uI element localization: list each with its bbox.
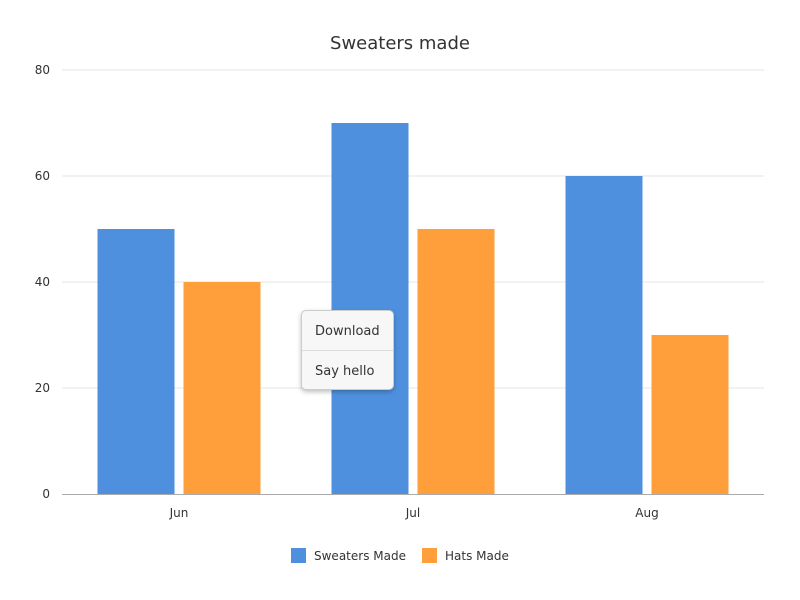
- bar-hats-made-jun[interactable]: [183, 282, 261, 494]
- y-tick-label: 0: [42, 487, 50, 501]
- bar-sweaters-made-jun[interactable]: [97, 229, 175, 494]
- legend-label[interactable]: Sweaters Made: [314, 549, 406, 563]
- x-tick-label: Jul: [405, 506, 420, 520]
- legend-label[interactable]: Hats Made: [445, 549, 509, 563]
- bar-hats-made-jul[interactable]: [417, 229, 495, 494]
- x-tick-label: Jun: [169, 506, 189, 520]
- legend-swatch[interactable]: [291, 548, 306, 563]
- x-tick-label: Aug: [635, 506, 658, 520]
- y-tick-label: 60: [35, 169, 50, 183]
- y-tick-label: 80: [35, 63, 50, 77]
- say-hello-menu-item[interactable]: Say hello: [302, 350, 393, 389]
- bar-hats-made-aug[interactable]: [651, 335, 729, 494]
- y-tick-label: 40: [35, 275, 50, 289]
- y-tick-label: 20: [35, 381, 50, 395]
- download-menu-item[interactable]: Download: [315, 324, 380, 339]
- bar-sweaters-made-aug[interactable]: [565, 176, 643, 494]
- context-menu: Download Say hello: [301, 310, 394, 390]
- legend-swatch[interactable]: [422, 548, 437, 563]
- bar-sweaters-made-jul[interactable]: [331, 123, 409, 494]
- chart-title: Sweaters made: [330, 33, 470, 54]
